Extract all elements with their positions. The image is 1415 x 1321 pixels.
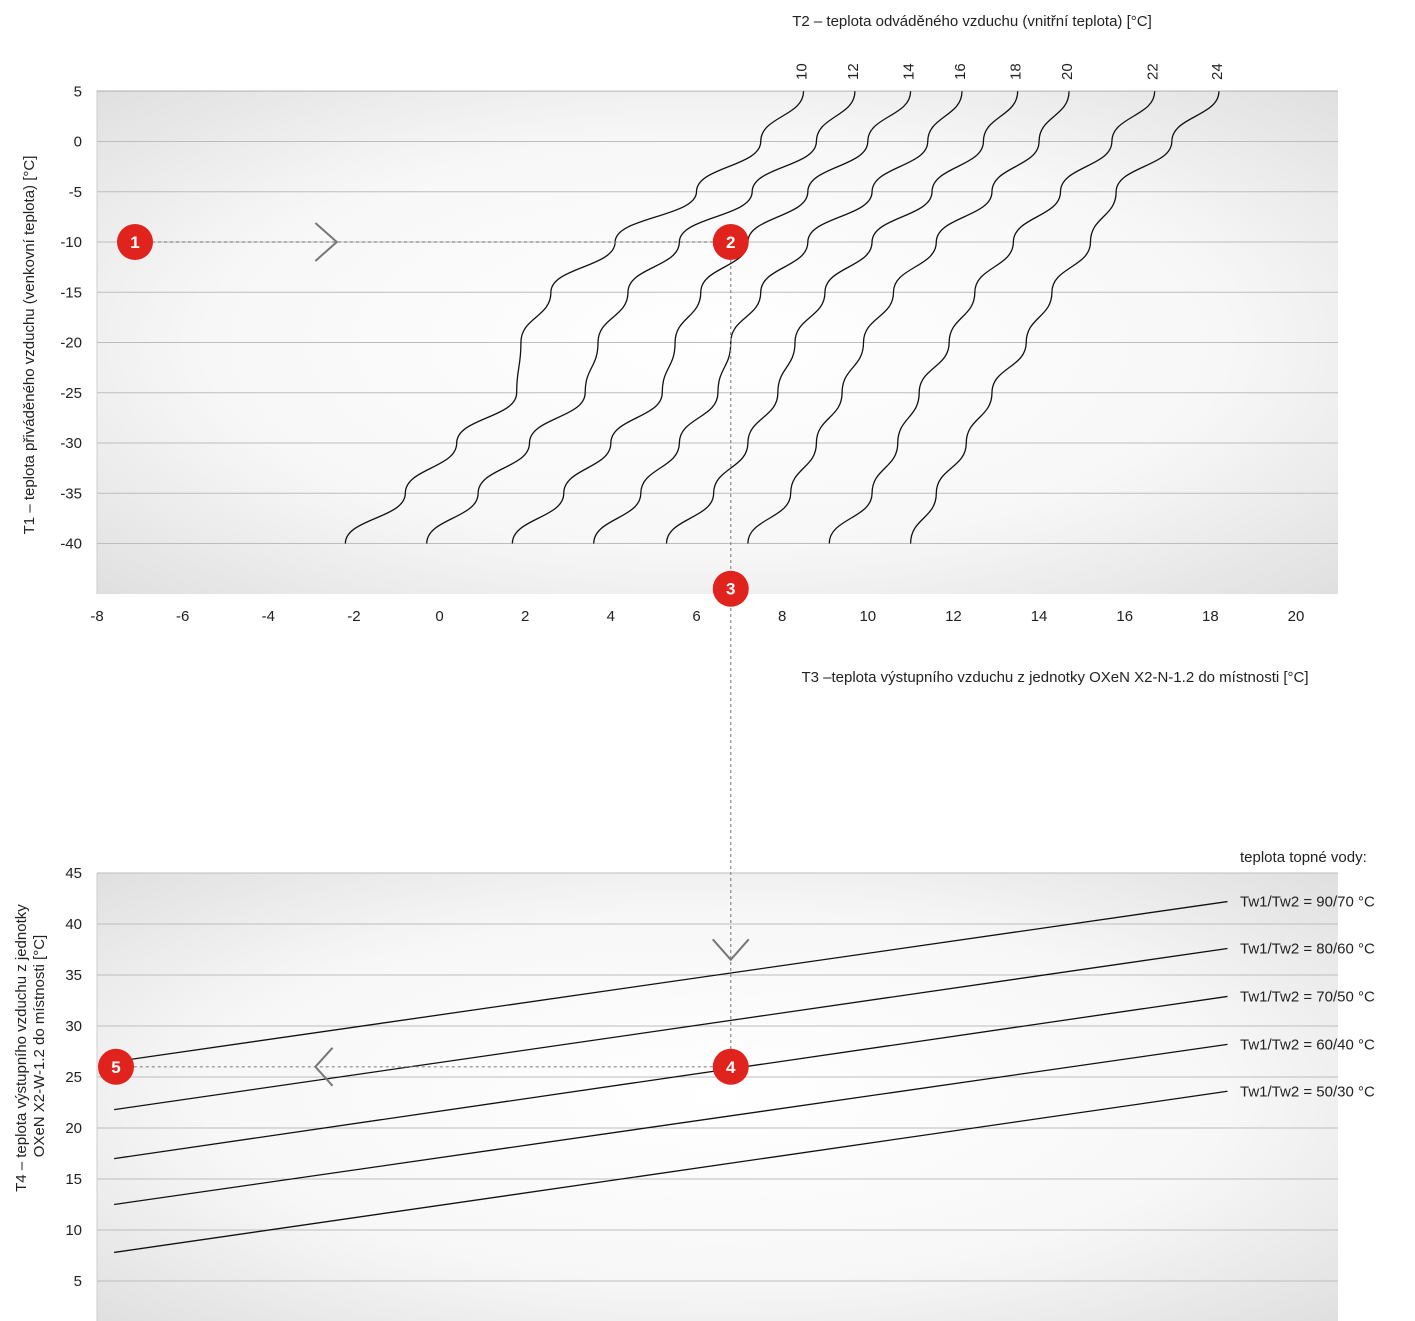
top-y-tick-label: -20	[60, 335, 82, 352]
top-curve-label: 18	[1008, 63, 1025, 80]
bottom-y-tick-label: 10	[65, 1222, 82, 1239]
bottom-line	[114, 995, 1228, 1160]
bottom-legend-title: teplota topné vody:	[1240, 849, 1367, 866]
top-x-tick-label: 20	[1288, 608, 1305, 625]
top-y-ticks: 5 0 -5 -10 -15 -20 -25 -30 -35 -40	[60, 83, 82, 552]
top-x-tick-label: 2	[521, 608, 529, 625]
top-grid	[96, 90, 1338, 594]
top-x-tick-label: 10	[859, 608, 876, 625]
bottom-y-tick-label: 45	[65, 865, 82, 882]
top-curve-t2-18	[665, 91, 1019, 544]
bottom-y-axis-label-line1: T4 – teplota výstupního vzduchu z jednot…	[13, 904, 30, 1192]
top-x-tick-label: 8	[778, 608, 786, 625]
bottom-legend-entry: Tw1/Tw2 = 50/30 °C	[1240, 1083, 1375, 1100]
top-axis-label: T2 – teplota odváděného vzduchu (vnitřní…	[792, 13, 1152, 30]
bottom-legend: Tw1/Tw2 = 90/70 °C Tw1/Tw2 = 80/60 °C Tw1/…	[1240, 894, 1375, 1101]
top-x-tick-label: -6	[176, 608, 189, 625]
bottom-y-tick-label: 20	[65, 1120, 82, 1137]
bottom-plot-area	[97, 873, 1338, 1321]
bottom-line	[114, 947, 1228, 1111]
top-y-tick-label: -35	[60, 485, 82, 502]
top-curve-label: 14	[901, 63, 918, 80]
marker-label-5: 5	[111, 1058, 120, 1077]
top-x-tick-label: 18	[1202, 608, 1219, 625]
top-x-tick-label: -8	[90, 608, 103, 625]
bottom-y-tick-label: 15	[65, 1171, 82, 1188]
bottom-y-tick-label: 25	[65, 1069, 82, 1086]
top-x-tick-label: 0	[435, 608, 443, 625]
top-curve-label: 22	[1145, 63, 1162, 80]
marker-circle-4	[712, 1048, 749, 1085]
top-x-tick-label: 6	[692, 608, 700, 625]
top-x-tick-label: 4	[607, 608, 615, 625]
bottom-y-axis-label: T4 – teplota výstupního vzduchu z jednot…	[13, 900, 48, 1192]
top-curve-label: 12	[845, 63, 862, 80]
bottom-y-tick-label: 5	[74, 1273, 82, 1290]
top-curves	[344, 91, 1220, 544]
top-x-tick-label: 12	[945, 608, 962, 625]
bottom-legend-entry: Tw1/Tw2 = 70/50 °C	[1240, 988, 1375, 1005]
marker-circle-1	[117, 224, 153, 260]
top-curve-t2-14	[511, 91, 912, 544]
top-curve-label: 24	[1209, 63, 1226, 80]
top-y-tick-label: -25	[60, 385, 82, 402]
bottom-legend-entry: Tw1/Tw2 = 80/60 °C	[1240, 940, 1375, 957]
marker-label-2: 2	[726, 233, 735, 252]
bottom-y-tick-label: 35	[65, 967, 82, 984]
marker-circle-3	[712, 570, 749, 607]
bottom-lines	[114, 900, 1228, 1254]
top-x-tick-label: 16	[1116, 608, 1133, 625]
top-curve-t2-24	[909, 91, 1220, 544]
top-x-axis-label: T3 –teplota výstupního vzduchu z jednotk…	[801, 669, 1308, 686]
bottom-y-ticks: 45 40 35 30 25 20 15 10 5	[65, 865, 82, 1290]
bottom-line	[114, 1043, 1228, 1206]
bottom-y-axis-label-line2: OXeN X2-W-1.2 do místnosti [°C]	[31, 935, 48, 1157]
chevron-left-icon	[314, 1047, 334, 1087]
top-x-tick-label: -4	[262, 608, 275, 625]
top-y-tick-label: -10	[60, 234, 82, 251]
bottom-y-tick-label: 40	[65, 916, 82, 933]
bottom-legend-entry: Tw1/Tw2 = 60/40 °C	[1240, 1036, 1375, 1053]
marker-label-3: 3	[726, 580, 735, 599]
top-y-tick-label: -15	[60, 284, 82, 301]
bottom-line	[114, 900, 1228, 1063]
top-y-tick-label: -5	[69, 184, 82, 201]
marker-label-4: 4	[726, 1058, 736, 1077]
marker-label-1: 1	[130, 233, 139, 252]
top-y-tick-label: -30	[60, 435, 82, 452]
top-curve-label: 10	[794, 63, 811, 80]
top-y-tick-label: 5	[74, 83, 82, 100]
top-curve-label: 20	[1059, 63, 1076, 80]
bottom-legend-entry: Tw1/Tw2 = 90/70 °C	[1240, 894, 1375, 911]
top-curve-label: 16	[952, 63, 969, 80]
top-y-tick-label: -40	[60, 536, 82, 553]
top-x-ticks: -8 -6 -4 -2 0 2 4 6 8 10 12 14 16 18 20	[90, 608, 1304, 625]
top-chart: 50-5-10-15-20-25-30-35-40 -8 -6 -4 -2 0 2 4 6 8 1…	[21, 13, 1338, 686]
top-y-axis-label: T1 – teplota přiváděného vzduchu (venkov…	[21, 156, 38, 535]
top-x-tick-label: -2	[347, 608, 360, 625]
top-y-tick-label: 0	[74, 134, 82, 151]
example-path: 1 2 3 4 5	[98, 222, 750, 1087]
bottom-y-tick-label: 30	[65, 1018, 82, 1035]
top-curve-t2-16	[593, 91, 963, 544]
top-curve-t2-10	[344, 91, 805, 544]
chevron-right-icon	[314, 222, 339, 262]
top-curve-t2-20	[747, 91, 1070, 544]
marker-circle-5	[98, 1048, 134, 1085]
chevron-down-icon	[712, 938, 750, 962]
top-x-tick-label: 14	[1031, 608, 1048, 625]
top-curve-labels: 10 12 14 16 18 20 22 24	[794, 63, 1226, 80]
top-curve-t2-12	[426, 91, 856, 544]
bottom-line	[114, 1090, 1228, 1254]
marker-circle-2	[712, 224, 749, 260]
top-curve-t2-22	[828, 91, 1156, 544]
